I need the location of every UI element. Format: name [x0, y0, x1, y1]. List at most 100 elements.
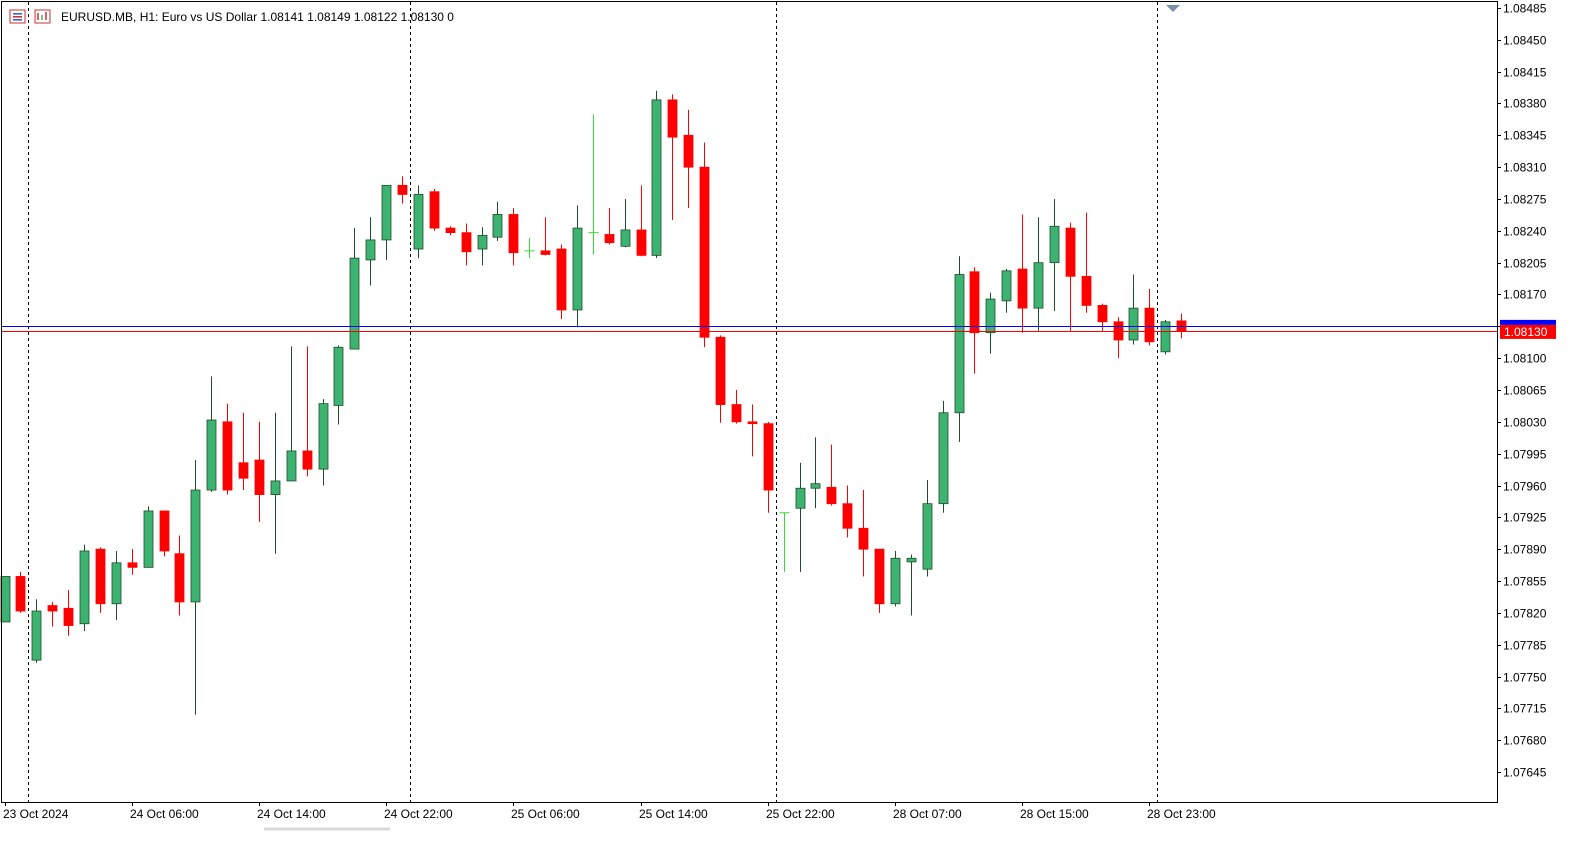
candle-body [492, 214, 503, 238]
candle-body [1065, 227, 1076, 277]
candle-body [874, 548, 885, 605]
candle-body [826, 486, 837, 505]
candle-body [969, 271, 980, 334]
candle [651, 90, 662, 259]
candle-body [556, 248, 567, 311]
candle-body [47, 605, 58, 612]
candle [461, 223, 472, 266]
candle [1176, 313, 1187, 339]
header-extra: 0 [447, 10, 454, 24]
candle-body [174, 553, 185, 603]
candle-body [1176, 320, 1187, 332]
candle-body [683, 134, 694, 168]
y-tick-label: 1.07820 [1503, 607, 1547, 621]
candle [1065, 222, 1076, 331]
candle [779, 512, 790, 572]
candle-body [254, 459, 265, 495]
candle [365, 217, 376, 286]
y-tick-label: 1.08065 [1503, 384, 1547, 398]
time-axis[interactable]: 23 Oct 2024 24 Oct 06:00 24 Oct 14:00 24 Oc… [3, 802, 1216, 821]
candle [922, 480, 933, 577]
candle-body [1160, 321, 1171, 353]
y-tick-label: 1.08450 [1503, 34, 1547, 48]
candle-body [365, 239, 376, 261]
candle [286, 346, 297, 482]
candle-body [397, 184, 408, 195]
chart-type-icon[interactable] [9, 9, 26, 24]
candle [810, 437, 821, 509]
y-tick-label: 1.07995 [1503, 448, 1547, 462]
candle-body [906, 557, 917, 563]
candle [699, 142, 710, 348]
candle-body [1017, 268, 1028, 309]
candle [906, 554, 917, 616]
candle [238, 412, 249, 491]
ask-price-tag [1500, 319, 1556, 325]
candle-body [63, 607, 74, 626]
candle-body [572, 227, 583, 311]
price-lines [2, 326, 1497, 332]
candle [858, 490, 869, 577]
candle [826, 444, 837, 506]
candle-body [461, 232, 472, 253]
candle-body [890, 557, 901, 605]
ohlc-values: 1.08141 1.08149 1.08122 1.08130 [260, 10, 444, 24]
candle-body [159, 510, 170, 552]
x-tick-label: 24 Oct 06:00 [130, 807, 199, 821]
candle-body [1097, 305, 1108, 323]
y-tick-label: 1.07715 [1503, 702, 1547, 716]
candle-body [127, 562, 138, 568]
current-price-tags: 1.08130 [1500, 319, 1556, 339]
one-click-trading-icon[interactable] [34, 9, 51, 24]
candle [206, 376, 217, 492]
candle [63, 590, 74, 636]
candle-body [413, 194, 424, 250]
candle [270, 412, 281, 554]
candle [318, 399, 329, 486]
candle [731, 390, 742, 424]
candle-body [747, 421, 758, 425]
candle [445, 226, 456, 236]
y-tick-label: 1.07855 [1503, 575, 1547, 589]
candle-body [954, 274, 965, 414]
x-tick-label: 28 Oct 07:00 [893, 807, 962, 821]
y-tick-label: 1.07925 [1503, 511, 1547, 525]
candle-body [1081, 275, 1092, 306]
candle-body [985, 298, 996, 334]
y-tick-label: 1.08380 [1503, 97, 1547, 111]
candle-body [111, 562, 122, 605]
candle-body [0, 576, 11, 623]
candle-body [1113, 321, 1124, 341]
candle [985, 292, 996, 354]
candle-body [667, 99, 678, 138]
candle-body [206, 419, 217, 491]
candle [143, 506, 154, 568]
candle-body [222, 421, 233, 491]
candle-body [95, 548, 106, 605]
y-tick-label: 1.08275 [1503, 193, 1547, 207]
candle [540, 217, 551, 256]
candle [397, 176, 408, 204]
x-tick-label: 24 Oct 22:00 [384, 807, 453, 821]
candle-body [858, 527, 869, 550]
candle [1144, 289, 1155, 346]
y-tick-label: 1.08100 [1503, 352, 1547, 366]
y-tick-label: 1.08485 [1503, 2, 1547, 16]
x-tick-label: 23 Oct 2024 [3, 807, 69, 821]
candle [1081, 212, 1092, 313]
chart-shift-marker[interactable] [1166, 5, 1180, 12]
candle-body [429, 191, 440, 229]
candle [333, 345, 344, 425]
candle [588, 114, 599, 255]
price-axis[interactable]: 1.08485 1.08450 1.08415 1.08380 1.08345 1.083… [1497, 2, 1547, 780]
y-tick-label: 1.08170 [1503, 288, 1547, 302]
candle-body [333, 346, 344, 406]
candle [747, 404, 758, 457]
period-separators [28, 2, 1158, 802]
candle-body [1049, 225, 1060, 264]
candle-body [810, 483, 821, 489]
y-tick-label: 1.08415 [1503, 66, 1547, 80]
candle [667, 94, 678, 220]
